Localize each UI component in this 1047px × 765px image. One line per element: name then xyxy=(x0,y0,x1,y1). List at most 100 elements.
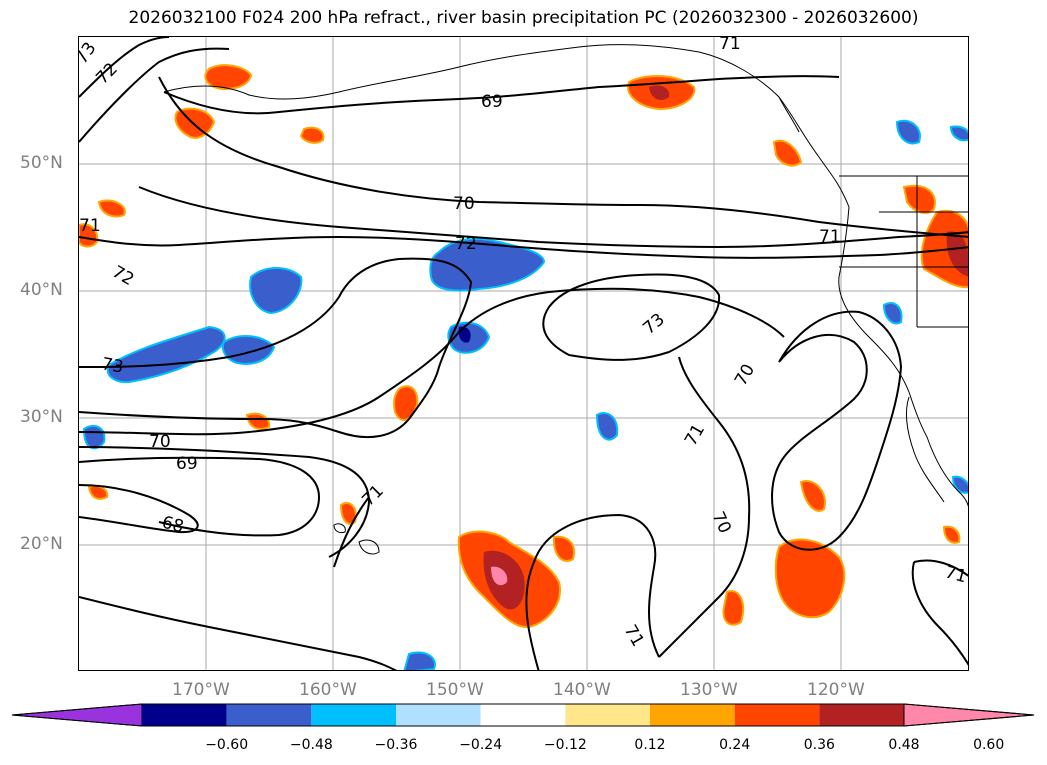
contour-70-north xyxy=(158,76,968,238)
coastline-bc xyxy=(778,96,800,133)
precip-blob-neg xyxy=(82,424,106,450)
contour-label: 70 xyxy=(149,432,171,452)
contour-label: 73 xyxy=(100,354,125,377)
precip-blob-pos xyxy=(87,485,109,500)
contour-68 xyxy=(79,484,199,534)
precip-blob-pos xyxy=(393,385,419,421)
contour-label: 73 xyxy=(79,39,101,68)
map-canvas: 73 72 71 69 70 72 71 71 72 73 73 70 71 7… xyxy=(79,37,969,670)
precip-blob-neg xyxy=(595,412,619,441)
precip-blob-neg xyxy=(882,302,903,325)
colorbar-tick-label: −0.24 xyxy=(459,737,503,753)
colorbar-tick-label: −0.36 xyxy=(374,737,418,753)
precip-blob-pos xyxy=(942,525,961,544)
contour-70-loop xyxy=(771,310,903,551)
precip-blob-pos xyxy=(772,139,803,167)
precip-blob-pos xyxy=(902,184,936,214)
colorbar-extend-max xyxy=(903,703,1035,727)
colorbar-tick-label: −0.48 xyxy=(289,737,333,753)
colorbar-extend-min xyxy=(11,703,143,727)
coastline-westcoast xyxy=(838,206,968,507)
colorbar-tick-label: 0.12 xyxy=(634,737,666,753)
precip-shading xyxy=(79,64,968,670)
lat-label-30n: 30°N xyxy=(20,407,63,427)
precip-blob-pos xyxy=(204,64,253,90)
precip-blob-pos xyxy=(97,199,126,218)
colorbar-tick-label: 0.24 xyxy=(719,737,751,753)
precip-blob-pos xyxy=(946,231,968,277)
colorbar-tick-label: −0.60 xyxy=(205,737,249,753)
precip-blob-neg xyxy=(429,238,546,292)
contour-label: 71 xyxy=(719,37,741,54)
contour-71-southwest xyxy=(79,596,398,670)
contour-label: 68 xyxy=(160,513,186,538)
contour-label: 71 xyxy=(943,563,969,588)
precip-blob-neg xyxy=(895,119,921,145)
refractivity-contours xyxy=(79,37,968,670)
precip-blob-neg xyxy=(249,267,303,315)
precip-blob-pos xyxy=(774,538,846,619)
colorbar-segment xyxy=(819,704,904,726)
precip-blob-pos xyxy=(552,535,575,562)
contour-73-mid xyxy=(79,257,473,439)
precip-blob-pos xyxy=(799,480,826,512)
contour-71-central xyxy=(79,287,785,436)
map-title: 2026032100 F024 200 hPa refract., river … xyxy=(128,8,919,28)
contour-label: 72 xyxy=(109,262,138,290)
lat-label-40n: 40°N xyxy=(20,280,63,300)
lat-label-20n: 20°N xyxy=(20,534,63,554)
contour-72-mid xyxy=(79,235,968,259)
lon-label-170w: 170°W xyxy=(172,680,230,700)
precip-blob-pos xyxy=(339,502,357,525)
contour-69 xyxy=(163,75,840,115)
precip-blob-pos xyxy=(722,590,745,626)
contour-label: 70 xyxy=(707,509,734,537)
colorbar-segment xyxy=(565,704,650,726)
precip-blob-neg xyxy=(949,125,968,142)
colorbar-segment xyxy=(142,704,227,726)
contour-label: 70 xyxy=(453,194,475,214)
contour-label: 71 xyxy=(681,421,709,450)
precip-blob-pos xyxy=(491,566,508,586)
lon-label-140w: 140°W xyxy=(553,680,611,700)
precip-blob-neg xyxy=(403,651,436,670)
precip-blob-pos xyxy=(299,126,325,144)
contour-label: 72 xyxy=(92,59,121,88)
colorbar-outline xyxy=(11,703,1035,727)
lat-label-50n: 50°N xyxy=(20,153,63,173)
lon-label-130w: 130°W xyxy=(680,680,738,700)
contour-71-east xyxy=(911,559,968,666)
precip-blob-pos xyxy=(245,412,271,430)
precip-blob-pos xyxy=(649,85,670,100)
precip-blob-pos xyxy=(79,223,99,248)
contour-label: 73 xyxy=(639,310,668,339)
colorbar-segment xyxy=(480,704,566,726)
contour-71-southeast xyxy=(658,356,751,658)
contour-71-south xyxy=(525,513,660,670)
contour-71-sw-arc xyxy=(333,496,370,568)
colorbar xyxy=(11,703,1035,727)
lon-label-150w: 150°W xyxy=(426,680,484,700)
contour-label: 69 xyxy=(176,454,198,474)
precip-blob-neg xyxy=(951,475,968,494)
colorbar-tick-label: 0.36 xyxy=(803,737,835,753)
colorbar-tick-label: 0.48 xyxy=(888,737,920,753)
lon-label-120w: 120°W xyxy=(807,680,865,700)
map-panel: 73 72 71 69 70 72 71 71 72 73 73 70 71 7… xyxy=(78,36,969,671)
contour-label: 72 xyxy=(455,234,477,254)
colorbar-segment xyxy=(650,704,735,726)
contour-73-north xyxy=(79,37,170,98)
precip-blob-pos xyxy=(174,107,216,139)
colorbar-tick-label: 0.60 xyxy=(973,737,1005,753)
precip-blob-neg xyxy=(106,325,226,384)
contour-69-central xyxy=(79,456,321,537)
colorbar-tick-label: −0.12 xyxy=(543,737,587,753)
contour-70-central xyxy=(79,446,371,558)
contour-label: 71 xyxy=(79,216,101,236)
lon-label-160w: 160°W xyxy=(299,680,357,700)
contour-72-north xyxy=(79,47,230,143)
colorbar-segment xyxy=(226,704,312,726)
colorbar-segment xyxy=(734,704,820,726)
coastline-baja xyxy=(906,396,945,503)
contour-label: 71 xyxy=(819,227,841,247)
